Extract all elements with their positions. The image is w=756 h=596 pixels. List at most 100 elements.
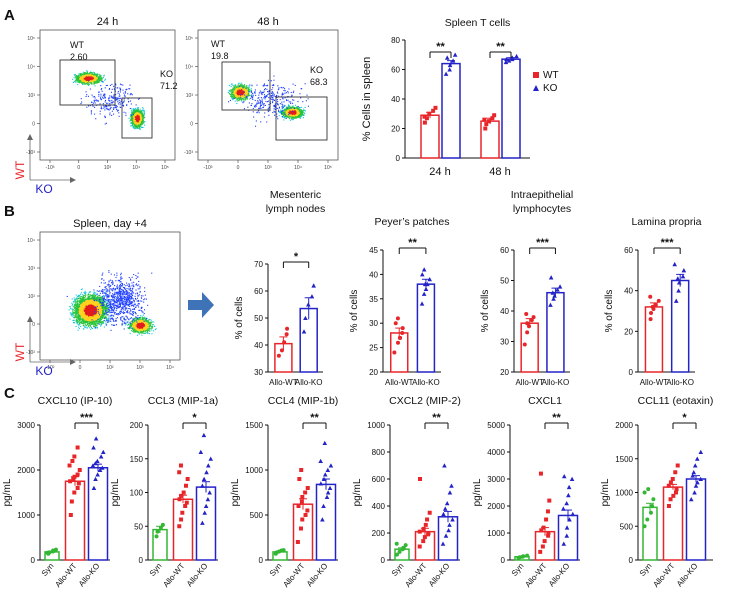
flow-event (115, 84, 117, 86)
flow-event (290, 109, 292, 111)
flow-event (103, 93, 105, 95)
flow-event (81, 81, 83, 83)
flow-event (87, 73, 89, 75)
flow-event (142, 107, 144, 109)
flow-event (93, 81, 95, 83)
flow-event (72, 81, 74, 83)
flow-event (96, 73, 98, 75)
flow-event (142, 122, 144, 124)
flow-event (131, 119, 133, 121)
flow-event (80, 80, 82, 82)
flow-event (133, 120, 135, 122)
flow-event (82, 79, 84, 81)
flow-event (244, 89, 246, 91)
flow-event (234, 95, 236, 97)
flow-event (228, 90, 230, 92)
flow-event (138, 115, 140, 117)
flow-event (248, 95, 250, 97)
flow-event (296, 116, 298, 118)
flow-event (138, 115, 140, 117)
flow-event (286, 106, 288, 108)
flow-event (101, 79, 103, 81)
flow-event (257, 100, 259, 102)
flow-event (245, 88, 247, 90)
flow-event (234, 86, 236, 88)
flow-event (297, 113, 299, 115)
flow-event (246, 96, 248, 98)
gate-48h-wt-name: WT (211, 39, 225, 49)
flow-event (96, 75, 98, 77)
flow-event (267, 111, 269, 113)
flow-event (243, 85, 245, 87)
flow-event (247, 85, 249, 87)
flow-event (266, 85, 268, 87)
flow-event (100, 80, 102, 82)
flow-event (303, 108, 305, 110)
flow-event (113, 107, 115, 109)
flow-event (89, 88, 91, 90)
flow-event (273, 93, 275, 95)
flow-event (79, 73, 81, 75)
flow-event (285, 92, 287, 94)
flow-event (243, 97, 245, 99)
flow-event (230, 86, 232, 88)
gate-24h-ko-value: 71.2 (160, 81, 178, 91)
flow-event (234, 85, 236, 87)
flow-event (135, 122, 137, 124)
flow-a-axes-y-label: WT (13, 160, 27, 179)
flow-event (239, 93, 241, 95)
flow-event (140, 124, 142, 126)
flow-event (97, 99, 99, 101)
flow-event (240, 94, 242, 96)
flow-event (78, 79, 80, 81)
flow-event (250, 97, 252, 99)
flow-event (105, 108, 107, 110)
flow-48h-gate-1 (275, 96, 328, 141)
flow-event (236, 95, 238, 97)
flow-event (75, 75, 77, 77)
flow-event (258, 110, 260, 112)
flow-event (137, 109, 139, 111)
flow-event (98, 76, 100, 78)
flow-event (107, 108, 109, 110)
flow-event (294, 115, 296, 117)
flow-event (117, 99, 119, 101)
flow-event (237, 88, 239, 90)
flow-event (86, 73, 88, 75)
flow-event (104, 79, 106, 81)
flow-event (96, 77, 98, 79)
flow-event (93, 74, 95, 76)
flow-24h-ytick-label: 0 (32, 122, 35, 128)
flow-event (229, 99, 231, 101)
flow-event (120, 89, 122, 91)
flow-event (94, 82, 96, 84)
flow-event (95, 79, 97, 81)
flow-event (74, 73, 76, 75)
flow-event (233, 91, 235, 93)
flow-event (135, 125, 137, 127)
flow-event (134, 115, 136, 117)
flow-event (104, 101, 106, 103)
flow-event (231, 89, 233, 91)
flow-event (294, 104, 296, 106)
flow-event (262, 106, 264, 108)
flow-event (113, 85, 115, 87)
flow-event (98, 81, 100, 83)
flow-event (255, 104, 257, 106)
flow-event (236, 98, 238, 100)
flow-event (93, 80, 95, 82)
flow-event (106, 106, 108, 108)
flow-event (85, 91, 87, 93)
flow-event (237, 96, 239, 98)
flow-event (248, 102, 250, 104)
gate-48h-ko-value: 68.3 (310, 77, 328, 87)
flow-event (103, 75, 105, 77)
flow-event (304, 83, 306, 85)
flow-event (272, 99, 274, 101)
flow-event (241, 90, 243, 92)
flow-event (139, 117, 141, 119)
flow-event (135, 123, 137, 125)
flow-event (300, 88, 302, 90)
flow-event (287, 90, 289, 92)
flow-event (132, 113, 134, 115)
